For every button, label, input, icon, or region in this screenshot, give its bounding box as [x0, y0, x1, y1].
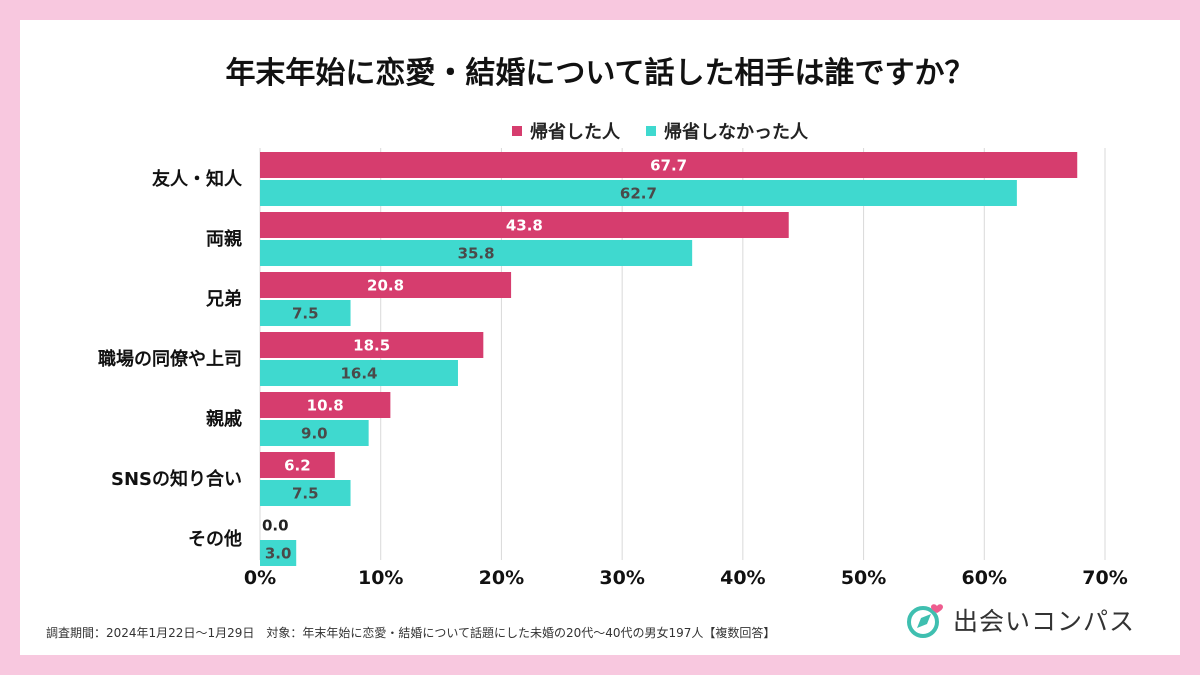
- data-label: 67.7: [650, 157, 687, 175]
- legend-swatch-returned: [512, 126, 522, 136]
- bar: [260, 420, 369, 446]
- data-label: 16.4: [340, 365, 377, 383]
- chart-card: 年末年始に恋愛・結婚について話した相手は誰ですか？ 帰省した人 帰省しなかった人…: [20, 20, 1180, 655]
- survey-footnote: 調査期間：2024年1月22日～1月29日 対象：年末年始に恋愛・結婚について話…: [46, 626, 776, 640]
- chart-title: 年末年始に恋愛・結婚について話した相手は誰ですか？: [225, 56, 975, 91]
- category-label: 友人・知人: [152, 168, 243, 190]
- bar: [260, 480, 351, 506]
- bar: [260, 360, 458, 386]
- legend: 帰省した人 帰省しなかった人: [512, 118, 808, 144]
- category-label: 両親: [206, 228, 242, 250]
- data-label: 0.0: [262, 517, 289, 535]
- x-tick-label: 50%: [841, 567, 886, 589]
- legend-swatch-not-returned: [646, 126, 656, 136]
- bar: [260, 152, 1078, 178]
- legend-label-returned: 帰省した人: [530, 122, 620, 143]
- bar-chart: 0% 10% 20% 30% 40% 50% 60% 70% 友人・知人 67.7 62.7 両親 43…: [98, 148, 1128, 589]
- x-tick-label: 10%: [358, 567, 403, 589]
- data-label: 7.5: [292, 305, 319, 323]
- bar: [260, 272, 512, 298]
- data-label: 20.8: [367, 277, 404, 295]
- bar: [260, 212, 789, 238]
- brand-name: 出会いコンパス: [953, 607, 1136, 636]
- data-label: 6.2: [284, 457, 311, 475]
- data-label: 7.5: [292, 485, 319, 503]
- data-label: 35.8: [458, 245, 495, 263]
- brand-logo: 出会いコンパス: [905, 600, 1135, 640]
- x-tick-label: 40%: [720, 567, 765, 589]
- category-label: その他: [188, 528, 242, 550]
- bar: [260, 240, 693, 266]
- legend-item-returned: 帰省した人: [512, 118, 620, 144]
- category-label: 兄弟: [205, 288, 242, 310]
- x-tick-label: 70%: [1082, 567, 1127, 589]
- bar: [260, 392, 391, 418]
- data-label: 43.8: [506, 217, 543, 235]
- category-label: SNSの知り合い: [111, 468, 242, 490]
- x-tick-label: 60%: [962, 567, 1007, 589]
- data-label: 10.8: [307, 397, 344, 415]
- category-label: 職場の同僚や上司: [98, 348, 242, 370]
- x-tick-label: 20%: [479, 567, 524, 589]
- bar: [260, 180, 1017, 206]
- legend-item-not-returned: 帰省しなかった人: [646, 118, 808, 144]
- x-tick-label: 0%: [244, 567, 276, 589]
- x-tick-label: 30%: [599, 567, 644, 589]
- legend-label-not-returned: 帰省しなかった人: [664, 122, 808, 143]
- data-label: 3.0: [265, 545, 292, 563]
- bar: [260, 452, 335, 478]
- bar: [260, 300, 351, 326]
- compass-heart-icon: [907, 604, 943, 638]
- category-label: 親戚: [206, 408, 242, 430]
- bar: [260, 332, 484, 358]
- bar: [260, 540, 297, 566]
- data-label: 62.7: [620, 185, 657, 203]
- data-label: 18.5: [353, 337, 390, 355]
- data-label: 9.0: [301, 425, 328, 443]
